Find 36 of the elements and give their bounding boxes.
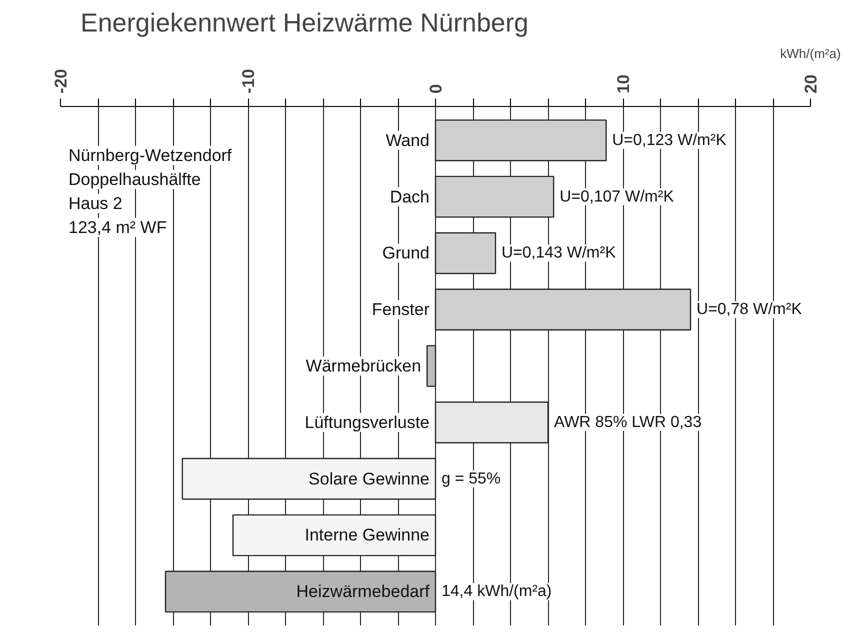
y-tick-label: Grund: [382, 244, 430, 263]
bar: [182, 458, 436, 500]
y-tick-label: Wand: [386, 130, 430, 150]
bar: [164, 570, 436, 613]
annotation: U=0,123 W/m²K: [612, 132, 727, 149]
y-tick-label: Solare Gewinne: [308, 469, 430, 488]
y-tick-label: Wärmebrücken: [306, 356, 422, 376]
bar: [434, 402, 549, 444]
x-tick-label: -10: [239, 68, 258, 94]
x-tick-label: 0: [426, 84, 446, 94]
x-tick-label: 10: [614, 74, 633, 94]
y-tick-label: Interne Gewinne: [304, 526, 430, 545]
annotation: 14,4 kWh/(m²a): [442, 583, 552, 600]
chart-title: Energiekennwert Heizwärme Nürnberg: [80, 8, 528, 38]
annotation: AWR 85% LWR 0,33: [554, 414, 702, 431]
annotation: Nürnberg-Wetzendorf: [68, 146, 232, 165]
annotation: Haus 2: [68, 194, 122, 213]
annotation: U=0,107 W/m²K: [560, 188, 674, 206]
y-tick-label: Dach: [390, 187, 430, 206]
annotation: U=0,78 W/m²K: [696, 301, 802, 318]
y-tick-label: Fenster: [372, 300, 430, 320]
bar: [434, 119, 607, 162]
bar: [434, 176, 554, 218]
annotation: 123,4 m² WF: [68, 218, 167, 237]
annotation: Doppelhaushälfte: [68, 170, 201, 189]
bar: [426, 345, 436, 387]
annotation: g = 55%: [442, 470, 501, 488]
x-axis-title: kWh/(m²a): [780, 46, 841, 61]
y-tick-label: Lüftungsverluste: [304, 412, 430, 432]
bar: [232, 514, 436, 556]
annotation: U=0,143 W/m²K: [502, 244, 616, 262]
x-tick-label: -20: [52, 68, 70, 94]
bar: [434, 288, 692, 330]
bar: [434, 232, 496, 274]
x-tick-label: 20: [802, 74, 820, 94]
y-tick-label: Heizwärmebedarf: [296, 582, 430, 602]
